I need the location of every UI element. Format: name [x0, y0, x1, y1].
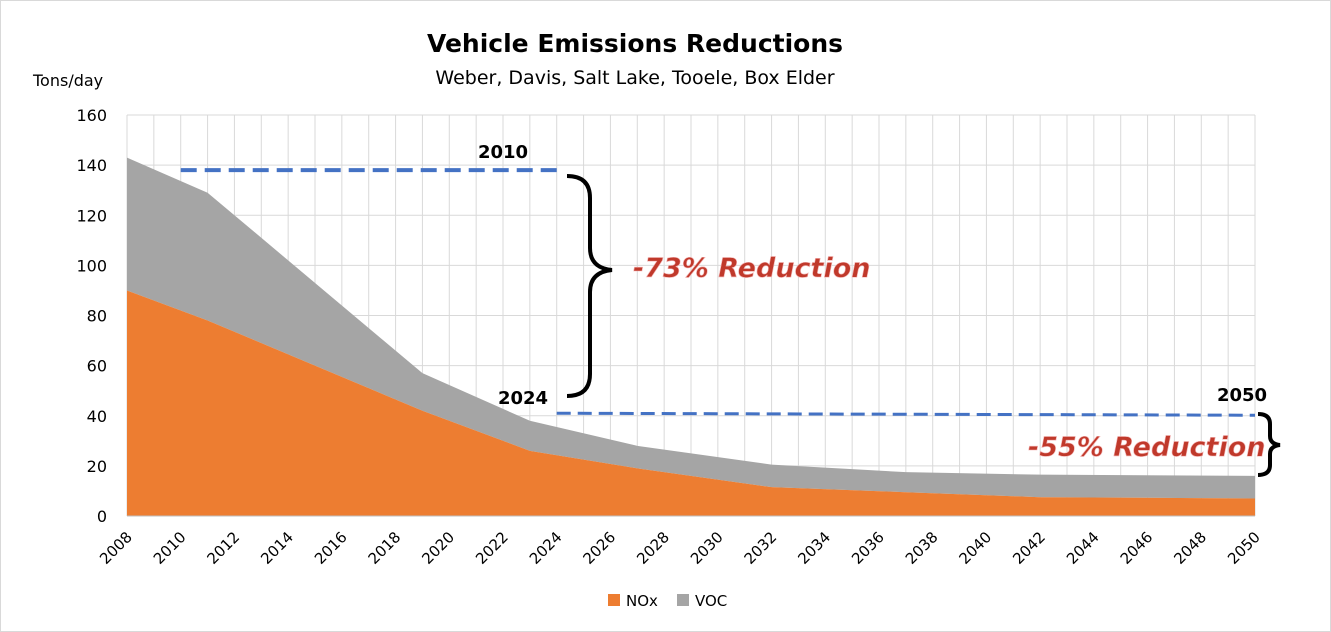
x-tick-label: 2010: [150, 528, 190, 568]
x-tick-label: 2040: [956, 528, 996, 568]
y-tick-label: 100: [76, 256, 107, 275]
annotation-2010-label: 2010: [478, 142, 528, 163]
x-tick-label: 2048: [1170, 528, 1210, 568]
x-tick-label: 2030: [687, 528, 727, 568]
x-tick-label: 2022: [472, 528, 512, 568]
x-tick-label: 2024: [526, 528, 566, 568]
legend-swatch-voc: [677, 594, 689, 606]
brace-73-icon: [566, 174, 613, 398]
y-tick-label: 120: [76, 206, 107, 225]
chart-subtitle: Weber, Davis, Salt Lake, Tooele, Box Eld…: [435, 67, 834, 89]
legend-label-nox: NOx: [626, 592, 658, 610]
y-axis-unit-label: Tons/day: [32, 71, 103, 90]
y-tick-label: 140: [76, 156, 107, 175]
x-tick-label: 2028: [633, 528, 673, 568]
x-tick-label: 2014: [257, 528, 297, 568]
y-tick-label: 20: [87, 457, 107, 476]
area-nox: [127, 290, 1255, 516]
x-tick-label: 2026: [580, 528, 620, 568]
area-series-layer: [127, 157, 1255, 516]
brace-55-icon: [1257, 412, 1281, 477]
x-tick-label: 2032: [741, 528, 781, 568]
y-tick-label: 40: [87, 407, 107, 426]
reference-line-2024: [556, 411, 1256, 417]
reduction-73-label: -73% Reduction: [633, 253, 870, 284]
x-tick-label: 2008: [96, 528, 136, 568]
x-tick-label: 2050: [1224, 528, 1264, 568]
x-tick-label: 2012: [204, 528, 244, 568]
x-tick-label: 2018: [365, 528, 405, 568]
x-tick-label: 2020: [418, 528, 458, 568]
y-tick-label: 0: [97, 507, 107, 526]
x-tick-label: 2038: [902, 528, 942, 568]
x-tick-label: 2046: [1117, 528, 1157, 568]
annotation-2024-label: 2024: [498, 388, 548, 409]
chart-title: Vehicle Emissions Reductions: [427, 29, 843, 58]
annotation-2050-label: 2050: [1217, 385, 1267, 406]
x-tick-label: 2034: [794, 528, 834, 568]
y-tick-label: 60: [87, 357, 107, 376]
x-tick-label: 2016: [311, 528, 351, 568]
y-tick-label: 80: [87, 307, 107, 326]
area-voc: [127, 157, 1255, 499]
x-tick-label: 2044: [1063, 528, 1103, 568]
legend: NOx VOC: [608, 592, 727, 610]
reduction-55-label: -55% Reduction: [1028, 432, 1265, 463]
y-tick-label: 160: [76, 106, 107, 125]
legend-swatch-nox: [608, 594, 620, 606]
legend-label-voc: VOC: [695, 592, 727, 610]
x-tick-label: 2036: [848, 528, 888, 568]
x-tick-label: 2042: [1009, 528, 1049, 568]
